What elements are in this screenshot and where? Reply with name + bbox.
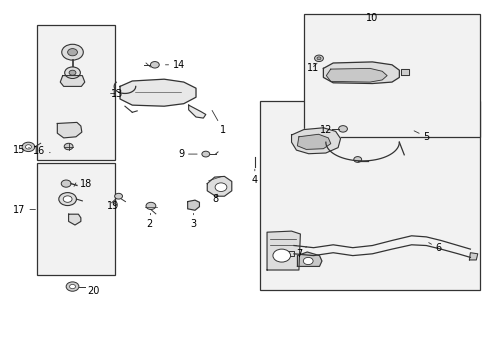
Text: 2: 2 <box>147 213 152 229</box>
Text: 7: 7 <box>296 247 307 259</box>
Bar <box>260 101 480 290</box>
Circle shape <box>62 44 83 60</box>
Circle shape <box>317 57 321 60</box>
Polygon shape <box>297 252 322 266</box>
Circle shape <box>59 193 76 206</box>
Polygon shape <box>326 68 387 82</box>
Text: 4: 4 <box>252 169 258 185</box>
Circle shape <box>70 284 75 289</box>
Circle shape <box>339 126 347 132</box>
Text: 12: 12 <box>319 125 338 135</box>
Text: 10: 10 <box>366 13 378 23</box>
Circle shape <box>22 142 35 152</box>
Polygon shape <box>267 231 300 270</box>
Circle shape <box>273 249 291 262</box>
Circle shape <box>25 145 31 149</box>
Circle shape <box>215 183 227 192</box>
Text: 5: 5 <box>414 131 429 142</box>
Polygon shape <box>120 79 196 106</box>
Polygon shape <box>292 128 341 154</box>
Text: 20: 20 <box>82 286 99 296</box>
Polygon shape <box>288 251 294 256</box>
Text: 14: 14 <box>166 60 185 70</box>
Polygon shape <box>69 214 81 225</box>
Polygon shape <box>469 253 478 260</box>
Circle shape <box>303 257 313 265</box>
Circle shape <box>65 67 80 78</box>
Polygon shape <box>297 134 331 149</box>
Circle shape <box>202 151 210 157</box>
Polygon shape <box>188 200 199 210</box>
Circle shape <box>63 196 72 202</box>
Text: 19: 19 <box>107 201 119 211</box>
Text: 17: 17 <box>13 204 35 215</box>
Text: 6: 6 <box>429 243 441 253</box>
Text: 9: 9 <box>178 149 197 159</box>
Text: 18: 18 <box>75 179 92 189</box>
Text: 11: 11 <box>307 63 319 73</box>
Bar <box>37 163 115 275</box>
Circle shape <box>68 49 77 56</box>
Polygon shape <box>401 69 409 75</box>
Circle shape <box>61 180 71 187</box>
Circle shape <box>64 143 73 150</box>
Text: 3: 3 <box>191 213 196 229</box>
Circle shape <box>69 70 76 75</box>
Circle shape <box>150 62 159 68</box>
Polygon shape <box>57 122 82 138</box>
Text: 8: 8 <box>213 194 219 204</box>
Text: 15: 15 <box>13 145 29 156</box>
Circle shape <box>115 193 122 199</box>
Polygon shape <box>323 62 399 84</box>
Circle shape <box>66 282 79 291</box>
Circle shape <box>354 157 362 162</box>
Polygon shape <box>207 176 232 196</box>
Polygon shape <box>60 76 85 86</box>
Bar <box>304 14 480 137</box>
Text: 16: 16 <box>33 146 50 156</box>
Text: 13: 13 <box>110 89 122 99</box>
Circle shape <box>146 202 156 210</box>
Polygon shape <box>189 105 206 118</box>
Circle shape <box>315 55 323 62</box>
Text: 1: 1 <box>212 111 226 135</box>
Bar <box>37 25 115 160</box>
